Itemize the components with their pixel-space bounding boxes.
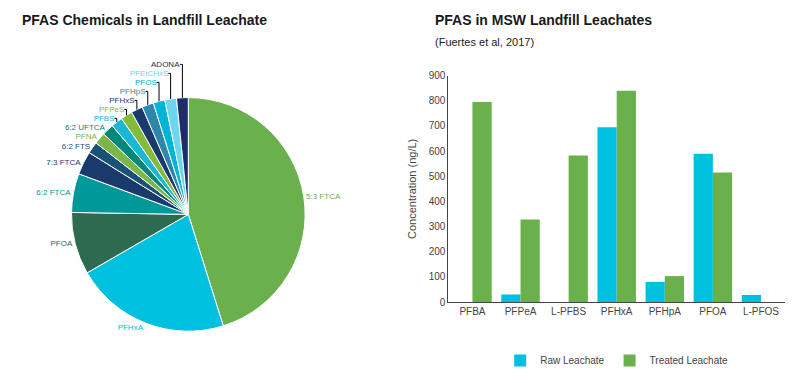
svg-text:PFPeA: PFPeA	[505, 306, 537, 317]
svg-text:6:2 FTS: 6:2 FTS	[62, 142, 90, 151]
svg-text:PFHxS: PFHxS	[109, 96, 134, 105]
svg-text:PFAS in MSW Landfill Leachates: PFAS in MSW Landfill Leachates	[435, 12, 652, 28]
svg-text:L-PFOS: L-PFOS	[743, 306, 779, 317]
svg-text:PFAS Chemicals in Landfill Lea: PFAS Chemicals in Landfill Leachate	[22, 12, 267, 28]
svg-text:PFOA: PFOA	[51, 239, 73, 248]
svg-text:PFOS: PFOS	[135, 78, 157, 87]
svg-text:5:3 FTCA: 5:3 FTCA	[306, 192, 341, 201]
svg-text:600: 600	[429, 146, 446, 157]
svg-text:6:2 UFTCA: 6:2 UFTCA	[65, 123, 106, 132]
svg-text:500: 500	[429, 171, 446, 182]
svg-text:ADONA: ADONA	[151, 60, 180, 69]
svg-text:L-PFBS: L-PFBS	[551, 306, 586, 317]
svg-text:PFBS: PFBS	[94, 114, 115, 123]
svg-text:300: 300	[429, 221, 446, 232]
svg-text:PFHpS: PFHpS	[120, 87, 146, 96]
svg-text:PFNA: PFNA	[75, 132, 97, 141]
svg-text:400: 400	[429, 196, 446, 207]
svg-text:100: 100	[429, 271, 446, 282]
svg-text:900: 900	[429, 70, 446, 81]
svg-text:Concentration (ng/L): Concentration (ng/L)	[406, 139, 418, 239]
svg-text:700: 700	[429, 120, 446, 131]
svg-text:200: 200	[429, 246, 446, 257]
svg-text:6:2 FTCA: 6:2 FTCA	[36, 188, 71, 197]
svg-text:Raw Leachate: Raw Leachate	[540, 355, 604, 366]
svg-text:PFOA: PFOA	[699, 306, 727, 317]
svg-text:PFPeS: PFPeS	[99, 105, 124, 114]
svg-text:PFHpA: PFHpA	[649, 306, 682, 317]
svg-text:PFEtCHxS: PFEtCHxS	[130, 69, 169, 78]
svg-text:7:3 FTCA: 7:3 FTCA	[46, 158, 81, 167]
svg-text:PFHxA: PFHxA	[601, 306, 633, 317]
svg-text:0: 0	[440, 297, 446, 308]
svg-text:Treated Leachate: Treated Leachate	[650, 355, 728, 366]
svg-text:800: 800	[429, 95, 446, 106]
svg-text:(Fuertes et al, 2017): (Fuertes et al, 2017)	[435, 36, 534, 48]
svg-text:PFHxA: PFHxA	[118, 323, 144, 332]
svg-text:PFBA: PFBA	[459, 306, 485, 317]
